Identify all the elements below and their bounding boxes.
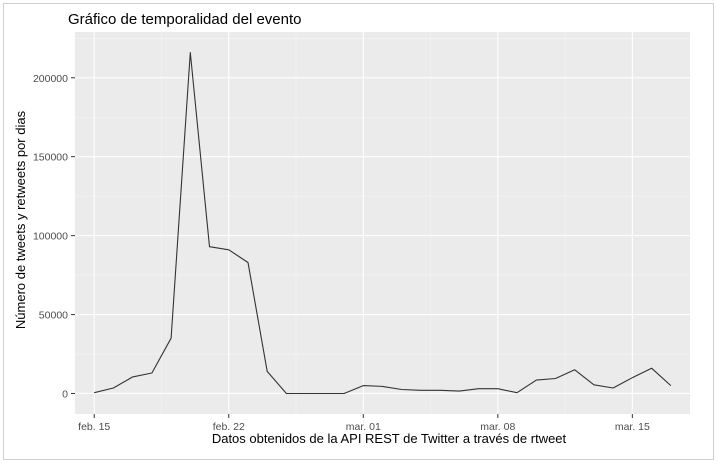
y-tick-label: 50000 [39,310,68,322]
major-gridlines [75,32,690,414]
x-tick-label: mar. 08 [480,421,515,433]
plot-panel [75,32,690,414]
x-tick-label: mar. 15 [615,421,650,433]
x-tick-label: feb. 22 [213,421,245,433]
x-tick-label: feb. 15 [78,421,110,433]
series-layer [94,51,672,395]
y-axis: 0 50000 100000 150000 200000 [33,73,75,400]
x-axis-title: Datos obtenidos de la API REST de Twitte… [212,431,567,446]
y-tick-label: 0 [62,388,68,400]
minor-gridlines [75,32,690,414]
y-axis-title: Número de tweets y retweets por dias [13,110,28,329]
x-axis: feb. 15 feb. 22 mar. 01 mar. 08 mar. 15 [78,414,650,433]
y-tick-label: 150000 [33,152,68,164]
chart-title: Gráfico de temporalidad del evento [68,11,301,28]
y-tick-label: 200000 [33,73,68,85]
x-tick-label: mar. 01 [346,421,381,433]
y-tick-label: 100000 [33,231,68,243]
series-line [94,51,672,395]
